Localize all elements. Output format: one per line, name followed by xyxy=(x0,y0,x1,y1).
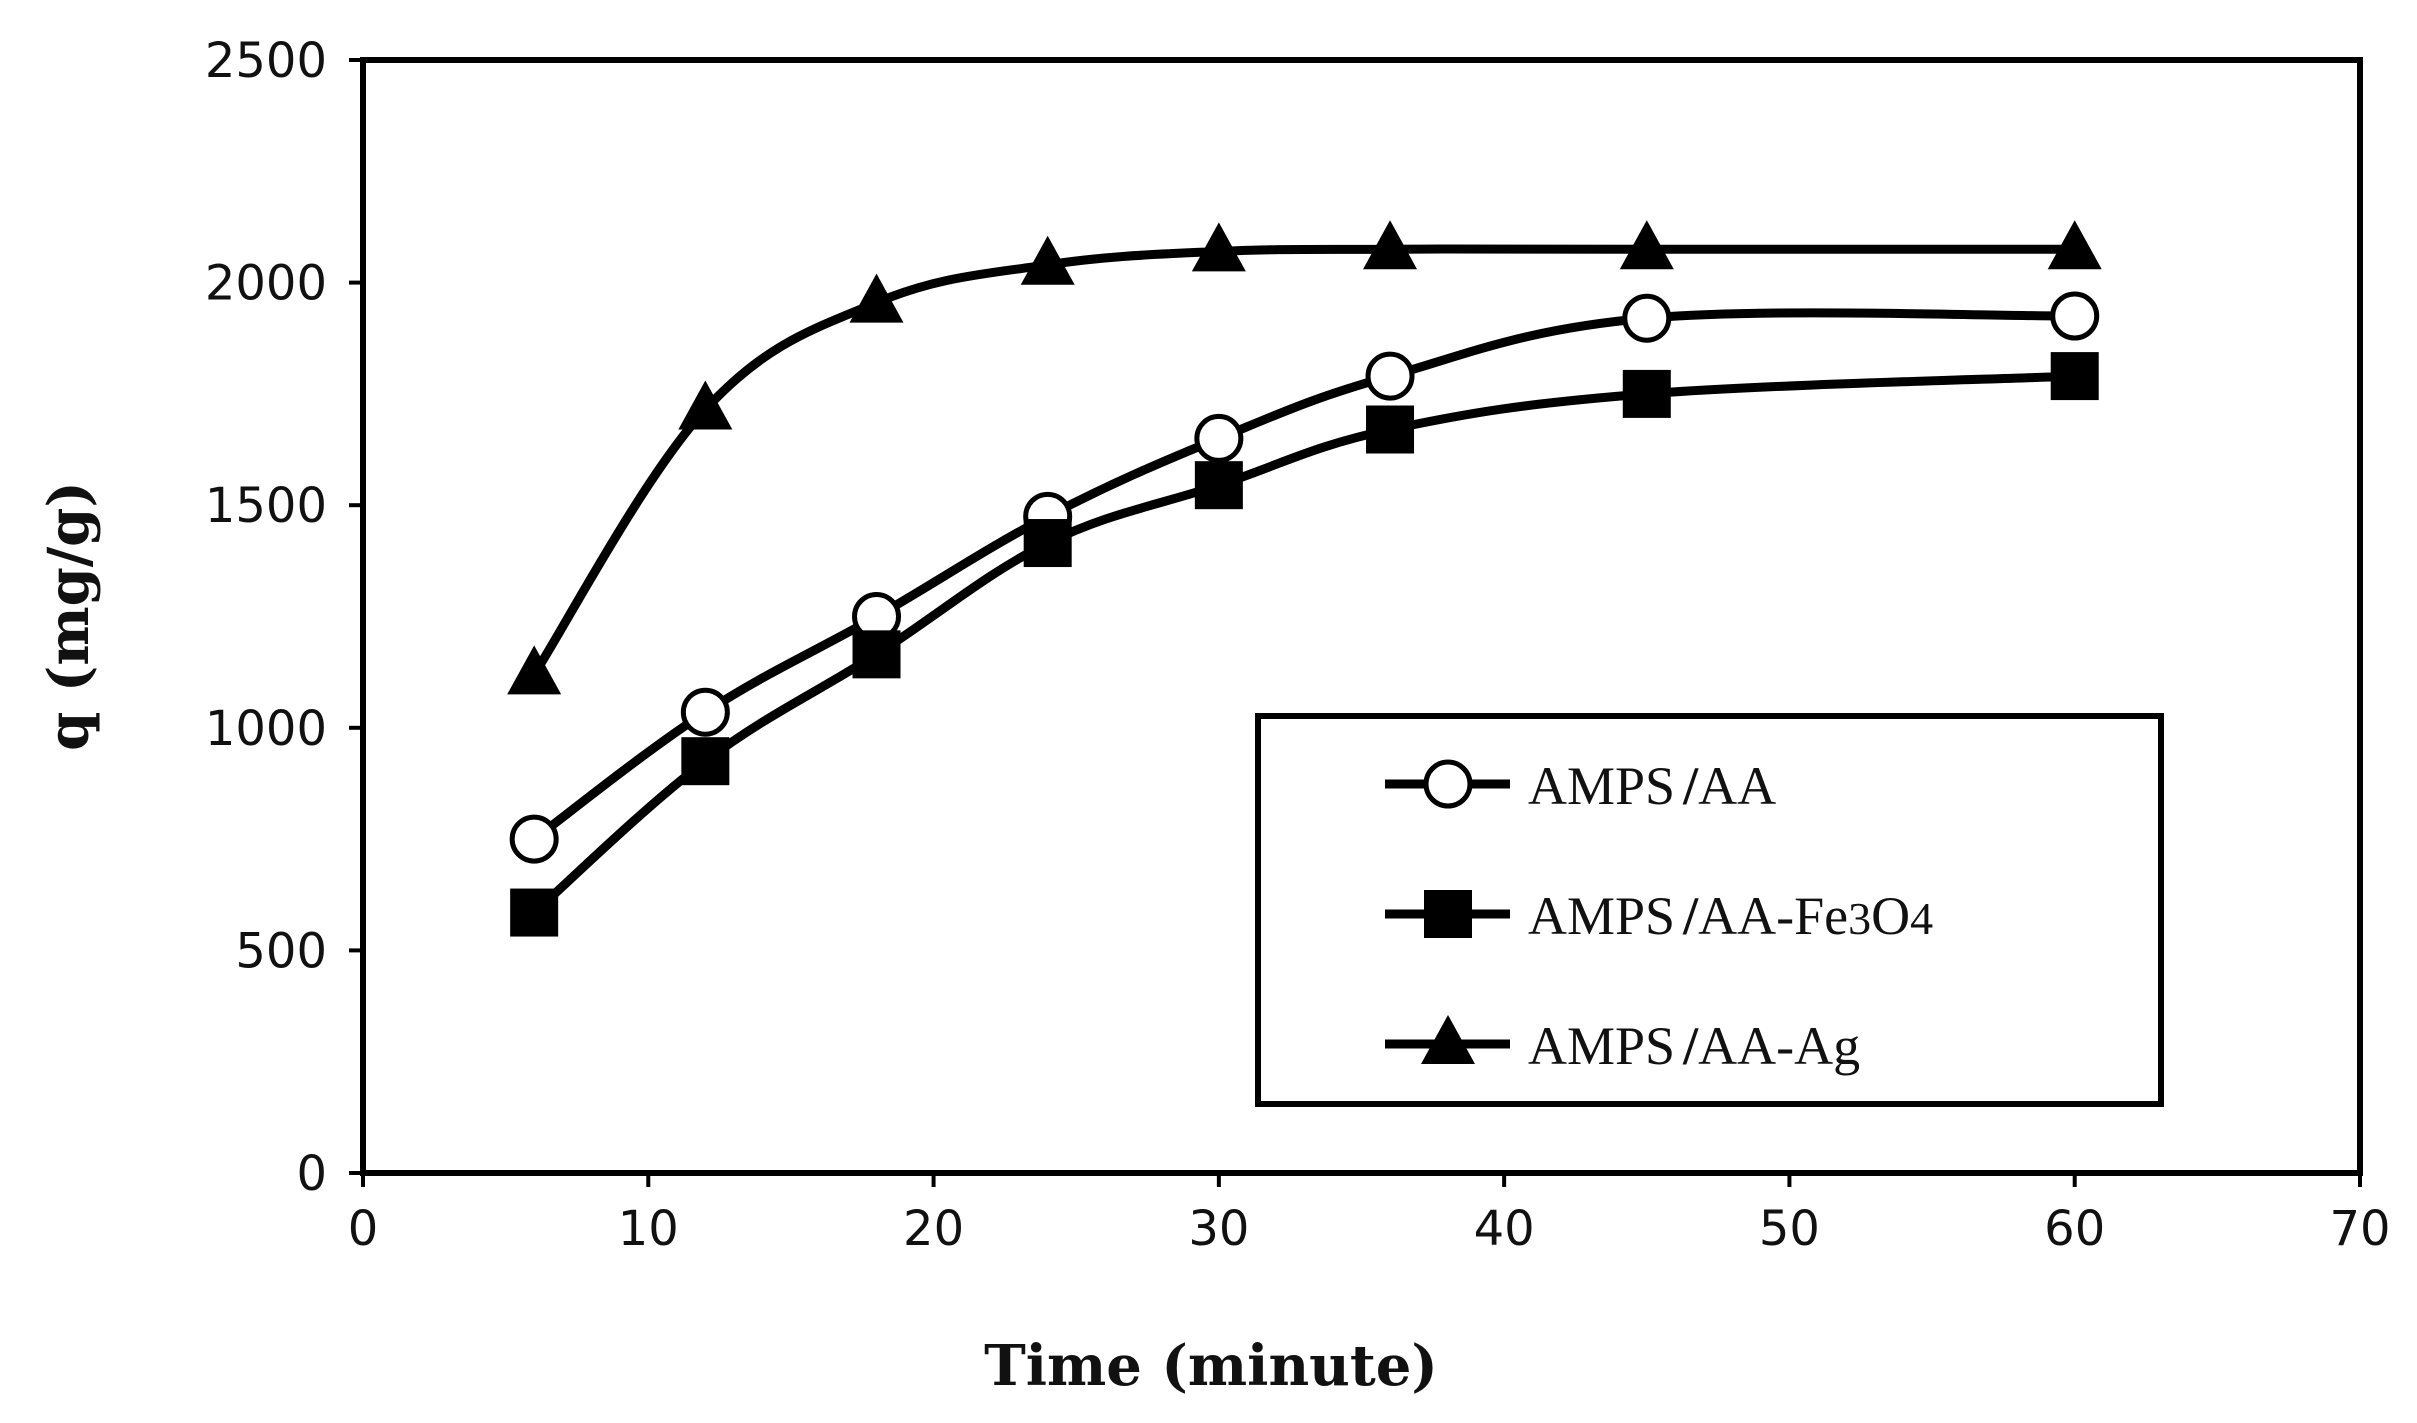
x-tick-label: 0 xyxy=(348,1201,379,1257)
x-axis-title: Time (minute) xyxy=(984,1333,1438,1399)
legend-marker xyxy=(1423,759,1473,809)
data-point xyxy=(2047,220,2102,270)
data-point xyxy=(1622,369,1671,418)
x-tick-label: 20 xyxy=(903,1201,964,1257)
data-point xyxy=(1194,413,1244,463)
x-tick-label: 10 xyxy=(618,1201,679,1257)
legend-entry-1: AMPS/AA-Fe3O4 xyxy=(1385,886,1933,946)
x-axis: 0 10 20 30 40 50 60 70 xyxy=(348,1173,2391,1257)
plot-area-frame xyxy=(360,57,2363,1176)
data-point xyxy=(849,273,904,323)
data-point xyxy=(680,687,730,737)
y-tick-label: 500 xyxy=(235,923,327,979)
series-2 xyxy=(507,220,2102,695)
data-point xyxy=(1622,293,1672,343)
x-tick-label: 70 xyxy=(2329,1201,2390,1257)
legend-label: AMPS/AA-Fe3O4 xyxy=(1528,886,1933,946)
x-tick-label: 30 xyxy=(1188,1201,1249,1257)
legend-label: AMPS/AA xyxy=(1528,756,1776,816)
legend-entry-2: AMPS/AA-Ag xyxy=(1385,1015,1860,1076)
legend-entry-0: AMPS/AA xyxy=(1385,756,1776,816)
data-point xyxy=(1191,222,1246,272)
data-point xyxy=(681,737,730,786)
data-point xyxy=(1366,405,1415,454)
data-point xyxy=(678,380,733,430)
legend-marker xyxy=(1421,1015,1475,1064)
y-axis: 0 500 1000 1500 2000 2500 xyxy=(205,33,363,1202)
y-tick-label: 1000 xyxy=(205,701,327,757)
data-point xyxy=(2050,291,2100,341)
data-point xyxy=(2050,352,2099,401)
data-point xyxy=(1194,461,1243,510)
legend-label: AMPS/AA-Ag xyxy=(1528,1016,1860,1076)
x-tick-label: 60 xyxy=(2044,1201,2105,1257)
data-point xyxy=(510,888,559,937)
series-layer xyxy=(507,220,2102,937)
y-tick-label: 1500 xyxy=(205,478,327,534)
series-1 xyxy=(510,352,2099,937)
data-point xyxy=(507,645,562,695)
y-axis-title: q (mg/g) xyxy=(36,481,102,751)
data-point xyxy=(852,630,901,679)
data-point xyxy=(1023,519,1072,568)
data-point xyxy=(1365,351,1415,401)
x-tick-label: 40 xyxy=(1474,1201,1535,1257)
x-tick-label: 50 xyxy=(1759,1201,1820,1257)
legend: AMPS/AA AMPS/AA-Fe3O4 AMPS/AA-Ag xyxy=(1255,713,2164,1107)
y-tick-label: 2000 xyxy=(205,256,327,312)
legend-marker xyxy=(1424,890,1472,938)
data-point xyxy=(1619,220,1674,270)
data-point xyxy=(1363,220,1418,270)
data-point xyxy=(509,814,559,864)
y-tick-label: 2500 xyxy=(205,33,327,89)
data-point xyxy=(1020,235,1075,285)
y-tick-label: 0 xyxy=(296,1146,327,1202)
